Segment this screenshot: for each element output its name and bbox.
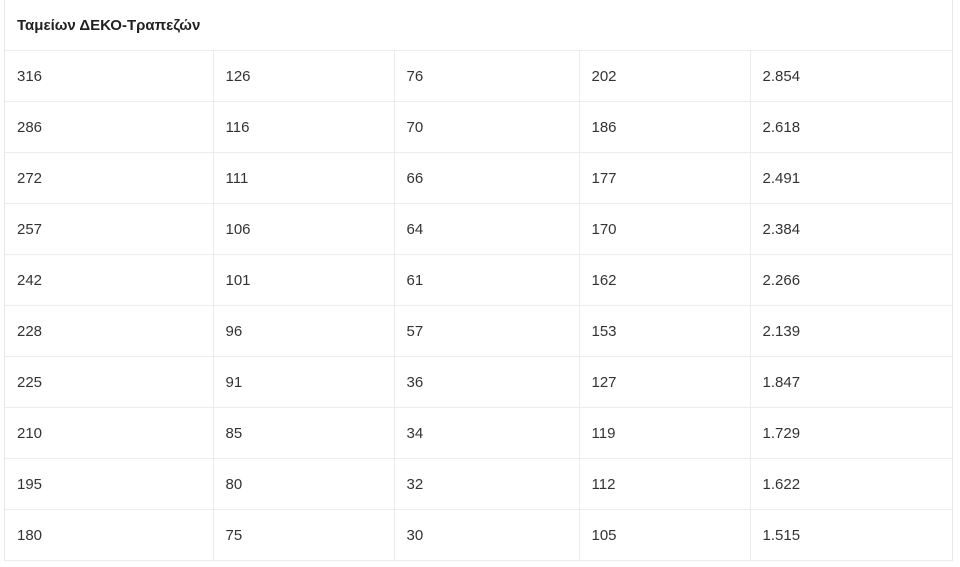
table-cell: 57 xyxy=(394,305,580,357)
table-cell: 272 xyxy=(5,152,214,204)
table-cell: 112 xyxy=(579,458,751,510)
table-cell: 228 xyxy=(5,305,214,357)
table-cell: 126 xyxy=(213,50,395,102)
table-cell: 101 xyxy=(213,254,395,306)
table-row: 316 126 76 202 2.854 xyxy=(5,50,953,102)
table-cell: 106 xyxy=(213,203,395,255)
table-cell: 186 xyxy=(579,101,751,153)
table-cell: 127 xyxy=(579,356,751,408)
table-cell: 75 xyxy=(213,509,395,561)
table-cell: 162 xyxy=(579,254,751,306)
table-cell: 202 xyxy=(579,50,751,102)
table-cell: 2.139 xyxy=(750,305,953,357)
table-title: Ταμείων ΔΕΚΟ-Τραπεζών xyxy=(5,0,953,51)
table-header-row: Ταμείων ΔΕΚΟ-Τραπεζών xyxy=(5,0,953,51)
table-row: 257 106 64 170 2.384 xyxy=(5,203,953,255)
table-row: 210 85 34 119 1.729 xyxy=(5,407,953,459)
table-cell: 64 xyxy=(394,203,580,255)
table-cell: 286 xyxy=(5,101,214,153)
table-cell: 32 xyxy=(394,458,580,510)
table-cell: 80 xyxy=(213,458,395,510)
table-row: 195 80 32 112 1.622 xyxy=(5,458,953,510)
table-cell: 36 xyxy=(394,356,580,408)
table-cell: 70 xyxy=(394,101,580,153)
table-cell: 96 xyxy=(213,305,395,357)
table-cell: 1.622 xyxy=(750,458,953,510)
table-cell: 316 xyxy=(5,50,214,102)
table-cell: 61 xyxy=(394,254,580,306)
table-cell: 257 xyxy=(5,203,214,255)
table-cell: 242 xyxy=(5,254,214,306)
table-cell: 111 xyxy=(213,152,395,204)
data-table: Ταμείων ΔΕΚΟ-Τραπεζών 316 126 76 202 2.854 28… xyxy=(5,0,953,561)
table-cell: 1.847 xyxy=(750,356,953,408)
data-table-container: Ταμείων ΔΕΚΟ-Τραπεζών 316 126 76 202 2.854 28… xyxy=(4,0,953,561)
table-cell: 170 xyxy=(579,203,751,255)
table-body: 316 126 76 202 2.854 286 116 70 186 2.618 272 111 66… xyxy=(5,50,953,561)
table-cell: 1.729 xyxy=(750,407,953,459)
table-row: 180 75 30 105 1.515 xyxy=(5,509,953,561)
table-cell: 225 xyxy=(5,356,214,408)
table-cell: 66 xyxy=(394,152,580,204)
table-cell: 2.266 xyxy=(750,254,953,306)
table-cell: 91 xyxy=(213,356,395,408)
table-cell: 153 xyxy=(579,305,751,357)
table-cell: 2.384 xyxy=(750,203,953,255)
table-cell: 1.515 xyxy=(750,509,953,561)
table-cell: 2.491 xyxy=(750,152,953,204)
table-row: 286 116 70 186 2.618 xyxy=(5,101,953,153)
table-row: 225 91 36 127 1.847 xyxy=(5,356,953,408)
table-cell: 2.618 xyxy=(750,101,953,153)
table-cell: 76 xyxy=(394,50,580,102)
table-cell: 210 xyxy=(5,407,214,459)
table-cell: 180 xyxy=(5,509,214,561)
table-cell: 34 xyxy=(394,407,580,459)
table-cell: 105 xyxy=(579,509,751,561)
table-cell: 85 xyxy=(213,407,395,459)
table-cell: 195 xyxy=(5,458,214,510)
table-cell: 30 xyxy=(394,509,580,561)
table-row: 242 101 61 162 2.266 xyxy=(5,254,953,306)
table-cell: 119 xyxy=(579,407,751,459)
table-cell: 2.854 xyxy=(750,50,953,102)
table-row: 228 96 57 153 2.139 xyxy=(5,305,953,357)
table-cell: 177 xyxy=(579,152,751,204)
table-row: 272 111 66 177 2.491 xyxy=(5,152,953,204)
table-cell: 116 xyxy=(213,101,395,153)
